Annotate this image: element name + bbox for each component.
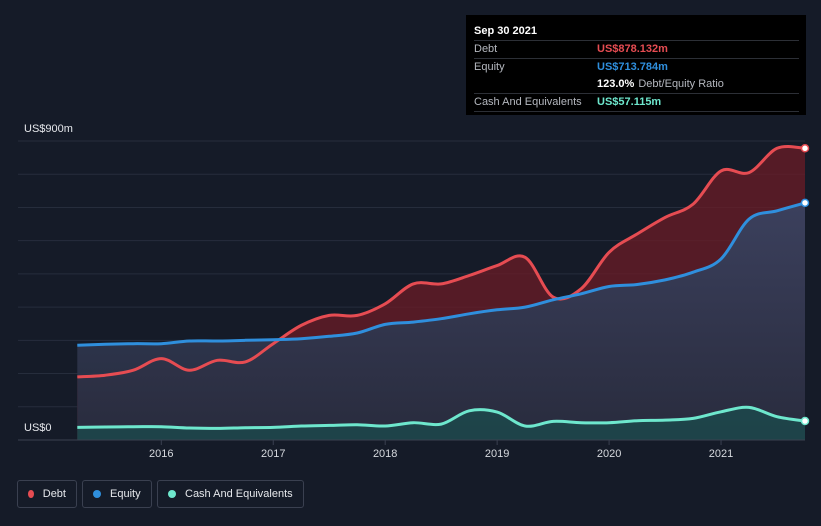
- tooltip-equity-label: Equity: [474, 61, 505, 73]
- tooltip-equity-value: US$713.784m: [597, 61, 668, 73]
- legend-equity-label: Equity: [110, 488, 141, 500]
- series-end-marker: [800, 416, 810, 426]
- tooltip-ratio-value: 123.0%: [597, 78, 635, 90]
- x-axis-ticks: 2016 2017 2018 2019 2020 2021: [149, 440, 733, 460]
- legend-cash-swatch: [168, 490, 176, 498]
- tooltip-cash-label: Cash And Equivalents: [474, 96, 582, 108]
- cash-series-line: [77, 405, 806, 430]
- x-tick-label: 2020: [597, 448, 621, 460]
- y-tick-label: US$0: [24, 422, 52, 434]
- legend-cash-label: Cash And Equivalents: [185, 488, 293, 500]
- equity-area-fill: [77, 202, 806, 440]
- debt-series-line: [77, 144, 806, 379]
- legend-item-cash[interactable]: Cash And Equivalents: [157, 480, 304, 508]
- y-axis-labels: US$900m US$0: [24, 123, 73, 434]
- x-tick-label: 2017: [261, 448, 285, 460]
- tooltip-ratio-label: Debt/Equity Ratio: [638, 78, 724, 90]
- x-tick-label: 2021: [709, 448, 733, 460]
- series-end-marker: [800, 198, 810, 208]
- tooltip-cash-value: US$57.115m: [597, 96, 662, 108]
- legend-item-debt[interactable]: Debt: [17, 480, 77, 508]
- legend-debt-swatch: [28, 490, 34, 498]
- tooltip-equity-row: Equity US$713.784m: [474, 58, 799, 76]
- x-tick-label: 2016: [149, 448, 173, 460]
- tooltip-ratio-row: 123.0% Debt/Equity Ratio: [474, 76, 799, 93]
- series-end-markers: [800, 144, 810, 426]
- value-tooltip: Sep 30 2021 Debt US$878.132m Equity US$7…: [466, 15, 806, 115]
- tooltip-debt-label: Debt: [474, 43, 498, 55]
- equity-series-line: [77, 201, 806, 347]
- x-tick-label: 2019: [485, 448, 509, 460]
- y-tick-label: US$900m: [24, 123, 73, 135]
- tooltip-cash-row: Cash And Equivalents US$57.115m: [474, 93, 799, 112]
- cash-area-fill: [77, 407, 806, 440]
- legend-debt-label: Debt: [42, 488, 66, 500]
- legend-item-equity[interactable]: Equity: [82, 480, 152, 508]
- tooltip-debt-value: US$878.132m: [597, 43, 668, 55]
- tooltip-date: Sep 30 2021: [474, 25, 537, 37]
- legend-equity-swatch: [93, 490, 101, 498]
- series-end-marker: [800, 144, 810, 153]
- tooltip-debt-row: Debt US$878.132m: [474, 40, 799, 58]
- x-tick-label: 2018: [373, 448, 397, 460]
